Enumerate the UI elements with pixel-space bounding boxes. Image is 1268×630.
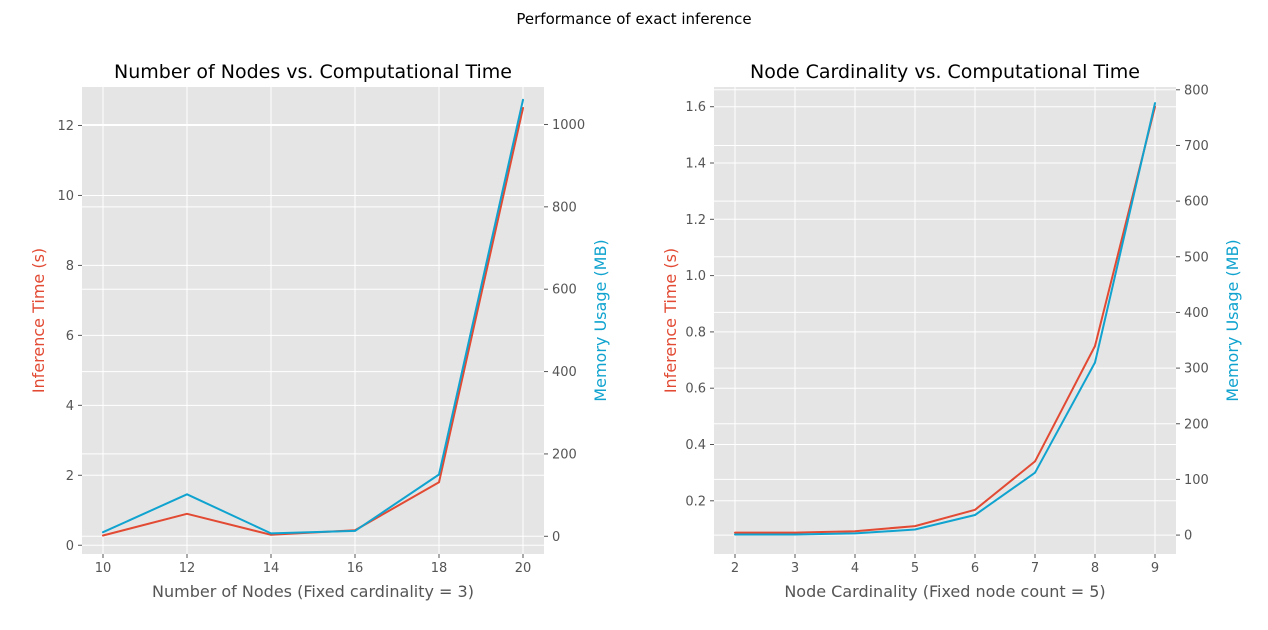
x-tick-label: 8 <box>1091 561 1099 576</box>
grid-lines <box>82 87 544 554</box>
y-tick-label-left: 4 <box>66 399 74 414</box>
y-tick-label-right: 1000 <box>552 118 585 133</box>
y-tick-label-left: 10 <box>57 189 74 204</box>
x-tick-label: 5 <box>911 561 919 576</box>
y-axis-label-right: Memory Usage (MB) <box>591 239 610 401</box>
y-tick-label-left: 0.2 <box>685 494 706 509</box>
y-tick-label-left: 1.0 <box>685 269 706 284</box>
chart-title: Node Cardinality vs. Computational Time <box>750 61 1140 83</box>
y-tick-label-left: 1.6 <box>685 100 706 115</box>
y-axis-label-left: Inference Time (s) <box>29 248 48 393</box>
y-tick-label-left: 0.6 <box>685 382 706 397</box>
y-tick-label-right: 300 <box>1184 362 1209 377</box>
y-tick-label-left: 12 <box>57 119 74 134</box>
x-tick-label: 3 <box>791 561 799 576</box>
x-axis-label: Number of Nodes (Fixed cardinality = 3) <box>152 582 474 601</box>
x-tick-label: 16 <box>347 561 364 576</box>
y-tick-label-right: 600 <box>1184 195 1209 210</box>
y-tick-label-right: 400 <box>1184 306 1209 321</box>
y-tick-label-left: 6 <box>66 329 74 344</box>
y-tick-label-right: 700 <box>1184 139 1209 154</box>
plot-area <box>714 87 1176 554</box>
y-tick-label-right: 800 <box>552 200 577 215</box>
y-tick-label-right: 200 <box>552 447 577 462</box>
axis-ticks: 2 3 4 5 6 7 8 9 0.2 0.4 0.6 0.8 1.0 1.2 1.4 1.6 0 100 200 3… <box>685 83 1209 576</box>
inference-time-line <box>734 105 1156 534</box>
x-tick-label: 10 <box>95 561 112 576</box>
memory-usage-line <box>102 98 524 535</box>
x-tick-label: 2 <box>731 561 739 576</box>
chart-title: Number of Nodes vs. Computational Time <box>114 61 512 83</box>
memory-usage-line <box>734 102 1156 536</box>
y-tick-label-left: 2 <box>66 469 74 484</box>
series-memory-usage <box>102 98 524 535</box>
y-tick-label-left: 0.4 <box>685 438 706 453</box>
x-tick-label: 6 <box>971 561 979 576</box>
x-tick-label: 14 <box>263 561 280 576</box>
x-tick-label: 12 <box>179 561 196 576</box>
figure-suptitle: Performance of exact inference <box>516 10 751 28</box>
chart-cardinality-vs-time: 2 3 4 5 6 7 8 9 0.2 0.4 0.6 0.8 1.0 1.2 1.4 1.6 0 100 200 3… <box>661 61 1242 601</box>
y-tick-label-left: 1.2 <box>685 213 706 228</box>
y-tick-label-right: 0 <box>552 530 560 545</box>
x-tick-label: 20 <box>515 561 532 576</box>
x-tick-label: 18 <box>431 561 448 576</box>
y-tick-label-left: 0 <box>66 539 74 554</box>
series-memory-usage <box>734 102 1156 536</box>
y-tick-label-right: 500 <box>1184 250 1209 265</box>
y-axis-label-left: Inference Time (s) <box>661 248 680 393</box>
x-tick-label: 4 <box>851 561 859 576</box>
grid-lines <box>714 87 1176 554</box>
y-tick-label-right: 0 <box>1184 529 1192 544</box>
series-inference-time <box>734 105 1156 534</box>
y-tick-label-right: 400 <box>552 365 577 380</box>
y-tick-label-right: 600 <box>552 283 577 298</box>
plot-area <box>82 87 544 554</box>
x-tick-label: 7 <box>1031 561 1039 576</box>
y-axis-label-right: Memory Usage (MB) <box>1223 239 1242 401</box>
y-tick-label-right: 800 <box>1184 83 1209 98</box>
y-tick-label-right: 100 <box>1184 473 1209 488</box>
y-tick-label-left: 0.8 <box>685 325 706 340</box>
x-tick-label: 9 <box>1151 561 1159 576</box>
y-tick-label-left: 8 <box>66 259 74 274</box>
y-tick-label-left: 1.4 <box>685 157 706 172</box>
y-tick-label-right: 200 <box>1184 417 1209 432</box>
x-axis-label: Node Cardinality (Fixed node count = 5) <box>784 582 1105 601</box>
